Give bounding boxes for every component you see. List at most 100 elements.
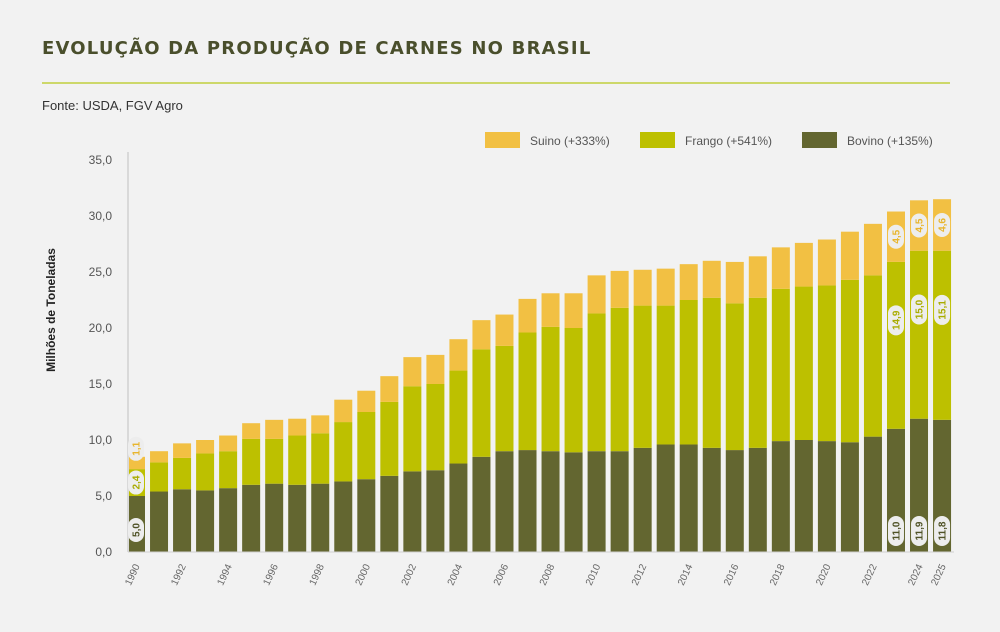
bar-segment-bovino-2003: [426, 470, 445, 552]
bar-segment-frango-2000: [357, 412, 376, 480]
bar-segment-bovino-1998: [311, 483, 330, 552]
legend-swatch: [802, 132, 837, 148]
x-tick-label: 2025: [929, 562, 949, 587]
bar-segment-frango-2020: [817, 285, 836, 442]
bars: [129, 199, 952, 552]
bar-segment-suino-2021: [840, 231, 859, 280]
bar-segment-suino-2011: [610, 270, 629, 308]
bar-segment-suino-1994: [219, 435, 238, 452]
bar-segment-frango-2009: [564, 328, 583, 453]
bar-segment-bovino-2002: [403, 471, 422, 552]
bar-segment-suino-1992: [173, 443, 192, 458]
data-label-text: 15,1: [938, 300, 949, 320]
bar-segment-bovino-2019: [794, 440, 813, 552]
x-tick-label: 2010: [584, 562, 604, 587]
bar-segment-bovino-1995: [242, 484, 261, 552]
legend-label: Suino (+333%): [530, 134, 610, 148]
bar-segment-suino-2019: [794, 242, 813, 287]
x-tick-label: 2004: [446, 562, 466, 587]
data-label-pill: [887, 305, 904, 336]
y-tick-label: 20,0: [89, 321, 113, 335]
x-tick-label: 1996: [262, 562, 282, 587]
bar-segment-suino-2008: [541, 293, 560, 327]
bar-segment-bovino-2005: [472, 456, 491, 552]
bar-segment-frango-2013: [656, 305, 675, 445]
bar-segment-frango-1993: [196, 453, 215, 491]
x-tick-label: 2014: [676, 562, 696, 587]
bar-segment-bovino-2021: [840, 442, 859, 552]
bar-segment-frango-2003: [426, 384, 445, 471]
data-label: 4,5: [887, 224, 904, 249]
title-divider: [42, 82, 950, 84]
bar-segment-frango-2021: [840, 279, 859, 443]
bar-segment-suino-1997: [288, 418, 307, 436]
bar-segment-bovino-2020: [817, 441, 836, 552]
bar-segment-suino-2006: [495, 314, 514, 346]
data-label-pill: [934, 294, 951, 325]
bar-segment-bovino-2012: [633, 447, 652, 552]
bar-segment-frango-2012: [633, 305, 652, 448]
bar-segment-suino-2000: [357, 390, 376, 412]
data-label: 15,1: [934, 294, 951, 325]
x-tick-label: 2024: [906, 562, 926, 587]
data-label-text: 14,9: [891, 310, 902, 330]
x-tick-label: 2012: [630, 562, 650, 587]
bar-segment-bovino-1993: [196, 490, 215, 552]
y-axis-ticks: 0,0 5,0 10,0 15,0 20,0 25,0 30,0 35,0: [89, 153, 113, 559]
bar-segment-frango-2007: [518, 332, 537, 451]
data-label: 2,4: [128, 470, 144, 495]
bar-segment-bovino-2017: [748, 447, 767, 552]
bar-segment-frango-2016: [725, 303, 744, 451]
data-label-text: 11,9: [915, 521, 926, 540]
source-note: Fonte: USDA, FGV Agro: [42, 98, 183, 113]
data-label-pill: [911, 213, 928, 238]
bar-segment-bovino-1992: [173, 489, 192, 552]
x-tick-label: 2006: [492, 562, 512, 587]
data-label-pill: [911, 516, 928, 546]
data-label-pill: [128, 518, 144, 542]
bar-segment-bovino-2022: [863, 436, 882, 552]
legend-label: Bovino (+135%): [847, 134, 933, 148]
bar-segment-bovino-2013: [656, 444, 675, 552]
bar-segment-frango-2004: [449, 370, 468, 464]
bar-segment-frango-2010: [587, 313, 606, 452]
bar-segment-bovino-1991: [150, 491, 169, 552]
data-label: 11,8: [934, 516, 951, 546]
bar-segment-suino-2005: [472, 320, 491, 350]
bar-segment-bovino-2010: [587, 451, 606, 552]
bar-segment-frango-2001: [380, 401, 399, 476]
x-tick-label: 2000: [354, 562, 374, 587]
bar-segment-suino-2020: [817, 239, 836, 286]
data-label-pill: [934, 516, 951, 546]
data-label-pill: [887, 516, 904, 546]
bar-segment-bovino-1994: [219, 488, 238, 552]
x-tick-label: 2020: [814, 562, 834, 587]
bar-segment-suino-2022: [863, 223, 882, 276]
y-tick-label: 0,0: [95, 545, 112, 559]
bar-segment-frango-2022: [863, 275, 882, 437]
data-label: 4,5: [911, 213, 928, 238]
bar-segment-frango-2018: [771, 288, 790, 442]
x-tick-label: 2008: [538, 562, 558, 587]
bar-segment-suino-2015: [702, 260, 721, 298]
bar-segment-frango-2024: [910, 250, 929, 419]
bar-segment-bovino-2007: [518, 450, 537, 552]
bar-segment-bovino-2004: [449, 463, 468, 552]
bar-segment-bovino-2018: [771, 441, 790, 552]
bar-segment-suino-1996: [265, 419, 284, 439]
data-label-text: 4,5: [891, 229, 902, 243]
data-label: 15,0: [911, 294, 928, 325]
bar-segment-bovino-2000: [357, 479, 376, 552]
bar-segment-suino-1998: [311, 415, 330, 434]
bar-segment-frango-1992: [173, 457, 192, 490]
bar-segment-bovino-2015: [702, 447, 721, 552]
bar-segment-suino-2014: [679, 264, 698, 300]
bar-segment-bovino-1999: [334, 481, 353, 552]
legend-swatch: [485, 132, 520, 148]
data-label: 5,0: [128, 518, 144, 542]
data-label-text: 4,5: [915, 218, 926, 232]
y-tick-label: 35,0: [89, 153, 113, 167]
bar-segment-frango-1998: [311, 433, 330, 484]
bar-segment-suino-2010: [587, 275, 606, 314]
data-label: 14,9: [887, 305, 904, 336]
